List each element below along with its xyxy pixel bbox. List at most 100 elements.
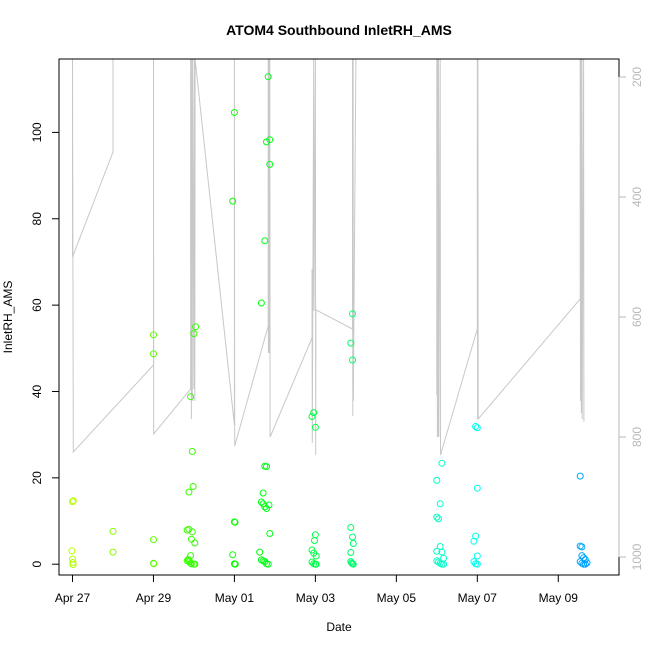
data-point-107: [473, 560, 481, 568]
data-point-46: [257, 299, 265, 307]
data-point-6: [109, 527, 117, 535]
data-point-75: [347, 339, 355, 347]
data-point-104: [473, 552, 481, 560]
data-point-99: [472, 423, 480, 430]
data-point-37: [229, 551, 237, 559]
data-point-56: [256, 548, 264, 556]
data-point-41: [264, 73, 272, 81]
data-point-73: [312, 560, 320, 568]
x-tick-label-5: May 07: [458, 591, 498, 605]
y-tick-label-4: 80: [30, 212, 44, 226]
y2-tick-label-4: 1000: [630, 543, 644, 570]
data-point-76: [349, 356, 356, 364]
y-axis-left: 0 20 40 60 80 100: [30, 122, 60, 568]
altitude-trace: [71, 58, 585, 456]
data-point-91: [433, 547, 441, 555]
y-tick-label-5: 100: [30, 122, 44, 142]
data-point-108: [576, 472, 584, 480]
data-point-15: [187, 393, 195, 401]
data-point-86: [433, 476, 441, 484]
data-point-64: [311, 423, 319, 431]
data-point-98: [440, 560, 448, 568]
data-point-44: [266, 160, 274, 168]
data-point-103: [470, 537, 478, 545]
data-point-18: [189, 483, 197, 490]
data-point-8: [150, 331, 157, 339]
y-tick-label-2: 40: [30, 384, 44, 398]
data-point-100: [473, 424, 481, 432]
y-tick-label-1: 20: [30, 471, 44, 485]
data-point-66: [311, 537, 318, 544]
data-point-32: [191, 560, 199, 568]
data-point-45: [261, 237, 269, 245]
data-point-77: [347, 524, 355, 531]
data-point-84: [349, 560, 357, 568]
x-tick-label-3: May 03: [296, 591, 336, 605]
data-point-101: [473, 484, 481, 492]
data-point-63: [310, 409, 318, 417]
y-axis-right: 200 400 600 800 1000: [618, 67, 644, 570]
data-point-2: [68, 547, 76, 555]
data-point-17: [188, 448, 196, 455]
data-point-36: [231, 518, 239, 526]
altitude-line: [71, 58, 585, 456]
data-point-0: [69, 498, 76, 506]
x-tick-label-4: May 05: [377, 591, 417, 605]
data-point-55: [266, 530, 274, 537]
y-tick-label-0: 0: [30, 561, 44, 568]
data-point-78: [349, 533, 356, 541]
data-point-62: [308, 413, 316, 420]
y-axis-label: InletRH_AMS: [1, 281, 15, 354]
chart-title: ATOM4 Southbound InletRH_AMS: [226, 22, 452, 38]
y2-tick-label-3: 800: [630, 427, 644, 447]
data-point-50: [257, 498, 265, 506]
x-tick-label-0: Apr 27: [55, 591, 91, 605]
data-point-92: [438, 548, 446, 556]
x-tick-label-6: May 09: [539, 591, 579, 605]
data-point-22: [188, 528, 196, 536]
data-point-40: [231, 560, 239, 568]
data-point-87: [436, 500, 444, 508]
data-point-85: [438, 459, 446, 467]
data-point-48: [263, 463, 270, 471]
data-point-80: [347, 549, 355, 556]
data-point-19: [190, 330, 198, 338]
x-axis-label: Date: [326, 620, 352, 634]
data-point-52: [261, 503, 269, 511]
data-point-33: [230, 109, 238, 116]
data-point-88: [433, 513, 441, 521]
data-point-49: [259, 489, 267, 497]
data-point-118: [583, 559, 591, 567]
data-point-9: [150, 350, 157, 358]
data-point-89: [435, 515, 442, 523]
data-point-79: [349, 540, 357, 547]
data-point-34: [229, 197, 237, 205]
data-points: [68, 73, 591, 569]
x-tick-label-2: May 01: [215, 591, 255, 605]
data-point-54: [265, 501, 273, 509]
x-tick-label-1: Apr 29: [136, 591, 172, 605]
data-point-110: [578, 543, 586, 551]
data-point-82: [348, 559, 356, 567]
data-point-5: [69, 561, 77, 569]
data-point-30: [187, 560, 195, 568]
data-point-117: [581, 560, 589, 568]
data-point-69: [312, 552, 320, 560]
data-point-20: [192, 323, 200, 331]
data-point-61: [264, 560, 272, 568]
data-point-43: [263, 138, 270, 146]
y2-tick-label-2: 600: [630, 307, 644, 327]
data-point-7: [109, 548, 117, 556]
data-point-74: [349, 310, 356, 318]
x-axis: Apr 27 Apr 29 May 01 May 03 May 05 May 07 May …: [55, 574, 579, 605]
data-point-1: [69, 497, 77, 505]
y2-tick-label-0: 200: [630, 67, 644, 87]
data-point-12: [150, 560, 158, 568]
data-point-16: [185, 488, 193, 496]
data-point-10: [150, 536, 157, 544]
data-point-23: [191, 539, 199, 547]
y-tick-label-3: 60: [30, 298, 44, 312]
y2-tick-label-1: 400: [630, 187, 644, 207]
